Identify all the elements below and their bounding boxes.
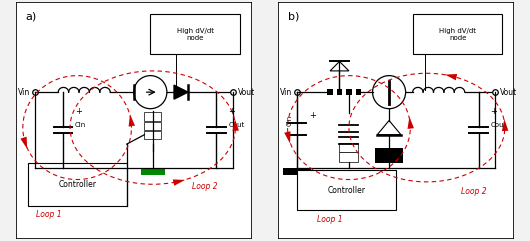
Bar xyxy=(297,170,396,210)
Bar xyxy=(51,169,75,175)
Text: Cin: Cin xyxy=(286,115,292,126)
Bar xyxy=(145,122,161,130)
Text: Vin: Vin xyxy=(17,88,30,97)
Bar xyxy=(337,89,342,95)
Polygon shape xyxy=(173,180,185,186)
Text: +: + xyxy=(309,111,316,120)
Text: High dV/dt
node: High dV/dt node xyxy=(439,28,476,41)
Polygon shape xyxy=(174,85,188,99)
Text: Cin: Cin xyxy=(75,122,86,128)
Bar xyxy=(28,163,127,206)
Bar xyxy=(141,169,164,175)
Text: +: + xyxy=(75,107,82,115)
Text: High dV/dt
node: High dV/dt node xyxy=(176,28,214,41)
Bar xyxy=(375,155,403,163)
Polygon shape xyxy=(21,137,27,149)
Text: Loop 1: Loop 1 xyxy=(36,210,61,220)
Text: Cout: Cout xyxy=(491,122,507,128)
Text: Controller: Controller xyxy=(58,180,96,189)
Text: Loop 2: Loop 2 xyxy=(461,187,487,196)
Text: Vout: Vout xyxy=(238,88,255,97)
Text: Loop 2: Loop 2 xyxy=(192,182,217,191)
Bar xyxy=(413,14,502,54)
Bar xyxy=(145,131,161,139)
Polygon shape xyxy=(445,74,457,80)
Text: Controller: Controller xyxy=(328,186,366,195)
Text: Cout: Cout xyxy=(228,122,244,128)
Bar xyxy=(375,148,403,156)
Bar xyxy=(145,112,161,120)
Polygon shape xyxy=(129,114,135,127)
Text: Vout: Vout xyxy=(500,88,517,97)
Bar xyxy=(356,89,361,95)
Text: +: + xyxy=(491,107,498,115)
Bar xyxy=(283,168,311,175)
Bar xyxy=(340,143,358,152)
Text: +: + xyxy=(228,107,235,115)
Polygon shape xyxy=(502,119,508,131)
Bar xyxy=(327,89,333,95)
Bar xyxy=(346,89,352,95)
Text: b): b) xyxy=(288,12,299,22)
Bar xyxy=(151,14,240,54)
Bar xyxy=(340,152,358,162)
Polygon shape xyxy=(408,117,414,129)
Text: Vin: Vin xyxy=(280,88,292,97)
Polygon shape xyxy=(233,119,239,131)
Polygon shape xyxy=(284,131,290,143)
Text: a): a) xyxy=(25,12,37,22)
Text: Loop 1: Loop 1 xyxy=(317,215,343,224)
